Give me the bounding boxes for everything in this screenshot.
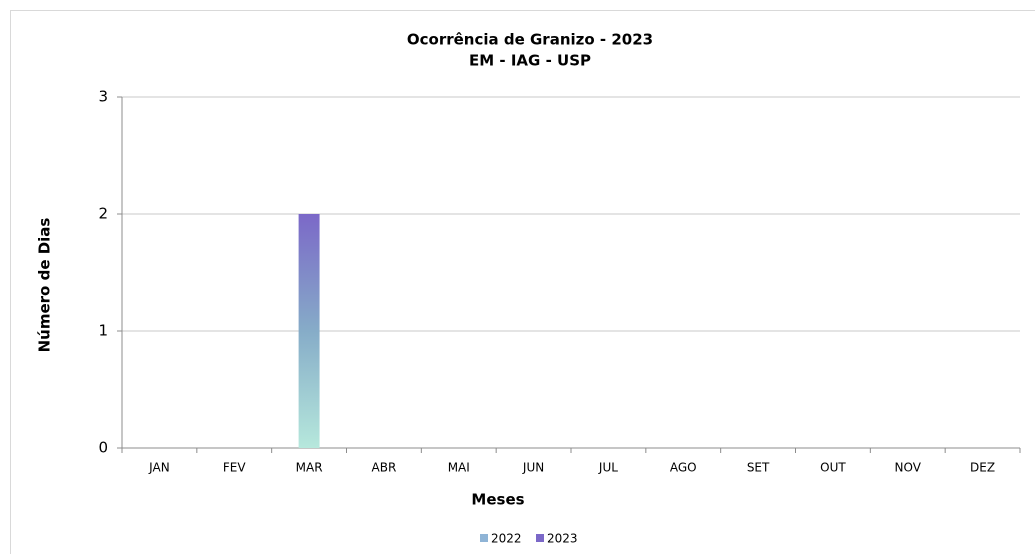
chart-subtitle: EM - IAG - USP — [469, 52, 591, 70]
x-tick-label: MAR — [296, 461, 323, 475]
x-axis-title: Meses — [471, 491, 524, 509]
x-tick-label: AGO — [670, 461, 697, 475]
x-tick-label: DEZ — [970, 461, 995, 475]
y-tick-label: 0 — [98, 439, 108, 457]
chart-title: Ocorrência de Granizo - 2023 — [407, 31, 653, 49]
y-tick-label: 1 — [98, 322, 108, 340]
y-tick-label: 3 — [98, 88, 108, 106]
x-tick-label: JUN — [522, 461, 544, 475]
x-tick-label: NOV — [895, 461, 922, 475]
chart-border — [10, 10, 1035, 554]
x-tick-label: ABR — [372, 461, 397, 475]
x-tick-label: FEV — [223, 461, 246, 475]
x-tick-label: MAI — [448, 461, 470, 475]
x-tick-label: SET — [747, 461, 770, 475]
legend-label: 2022 — [491, 532, 522, 546]
y-axis-title: Número de Dias — [36, 218, 54, 353]
y-tick-label: 2 — [98, 205, 108, 223]
x-tick-label: JAN — [148, 461, 170, 475]
bar — [298, 214, 320, 448]
x-tick-label: JUL — [598, 461, 618, 475]
legend-label: 2023 — [547, 532, 578, 546]
legend-swatch — [480, 534, 488, 542]
x-tick-label: OUT — [820, 461, 846, 475]
legend-swatch — [536, 534, 544, 542]
